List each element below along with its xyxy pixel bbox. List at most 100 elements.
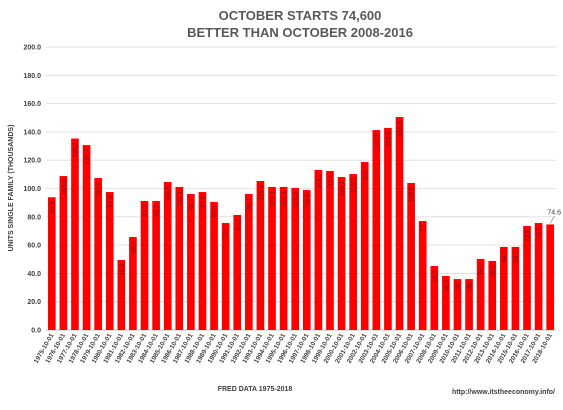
bar [511, 246, 520, 330]
bar [430, 266, 439, 330]
bar [245, 194, 253, 330]
data-label: 74.6 [547, 209, 561, 216]
y-tick-label: 40.0 [27, 271, 41, 278]
bar [59, 176, 68, 330]
data-label: 98.9 [305, 193, 311, 205]
y-tick-label: 20.0 [27, 299, 41, 306]
bar [534, 223, 543, 330]
y-tick-label: 100.0 [23, 186, 41, 193]
y-axis-label: UNITS SINGLE FAMILY (THOUSANDS) [8, 125, 15, 252]
bar [302, 190, 311, 330]
bar [465, 279, 473, 330]
data-label: 101.1 [178, 190, 184, 206]
data-label: 58.7 [514, 250, 520, 262]
data-label: 107.4 [97, 181, 103, 197]
chart-title: OCTOBER STARTS 74,600 [219, 8, 382, 23]
data-label: 100.4 [294, 191, 300, 207]
data-label: 93.8 [50, 201, 56, 213]
data-label: 97.5 [108, 195, 114, 207]
bar [140, 200, 149, 330]
bar [453, 279, 462, 330]
data-label: 118.7 [363, 165, 369, 180]
bar [152, 200, 160, 330]
data-label: 101.1 [282, 190, 288, 206]
data-label: 113.1 [317, 173, 323, 188]
data-label: 108.8 [62, 179, 68, 195]
bar [476, 258, 485, 330]
bar [337, 177, 346, 330]
data-label: 75.6 [537, 226, 543, 238]
data-label: 90.5 [213, 205, 219, 217]
bar [279, 186, 288, 330]
data-label: 97.5 [201, 195, 207, 207]
bar [71, 138, 79, 330]
y-tick-label: 80.0 [27, 214, 41, 221]
data-label: 91.2 [155, 204, 161, 216]
bar [488, 260, 497, 330]
bar [384, 127, 392, 330]
data-label: 96.1 [189, 197, 195, 209]
data-label: 135.3 [73, 142, 79, 158]
y-tick-label: 60.0 [27, 243, 41, 250]
url-note: http://www.itstheeconomy.info/ [452, 389, 555, 396]
y-tick-label: 180.0 [23, 73, 41, 80]
leader-line [549, 216, 555, 224]
data-label: 75.6 [224, 226, 230, 238]
data-label: 104.6 [166, 185, 172, 201]
bar [187, 194, 195, 330]
bar [129, 237, 137, 330]
bar [442, 275, 450, 330]
bar [210, 201, 218, 330]
data-label: 77 [421, 224, 427, 231]
y-tick-label: 120.0 [23, 158, 41, 165]
data-label: 49.5 [120, 263, 126, 275]
bar [349, 174, 357, 330]
chart-subtitle: BETTER THAN OCTOBER 2008-2016 [187, 25, 413, 40]
data-label: 101.1 [271, 190, 277, 206]
data-label: 112.4 [328, 174, 334, 189]
bar [163, 181, 172, 330]
data-label: 105.3 [259, 184, 265, 200]
bar [360, 162, 369, 330]
bar [117, 259, 126, 330]
bar [291, 187, 300, 330]
bar [175, 186, 184, 330]
data-label: 108.1 [340, 180, 346, 196]
bar [326, 170, 334, 330]
data-label: 36 [468, 282, 474, 289]
data-label: 73.5 [526, 229, 532, 241]
bar [395, 117, 404, 330]
bar [105, 192, 114, 330]
y-tick-label: 200.0 [23, 45, 41, 52]
bar [546, 224, 555, 330]
bar [500, 246, 508, 330]
bar [407, 182, 415, 330]
bar [94, 178, 102, 330]
data-label: 150.5 [398, 120, 404, 136]
data-label: 142.8 [386, 131, 392, 147]
data-label: 50.2 [479, 262, 485, 274]
bar [372, 130, 381, 330]
data-label: 65.7 [131, 240, 137, 252]
y-tick-label: 0.0 [31, 328, 41, 335]
data-label: 38.2 [444, 279, 450, 291]
bar [268, 186, 276, 330]
bar [47, 197, 56, 330]
data-label: 81.3 [236, 218, 242, 230]
bar [523, 225, 531, 330]
data-label: 110.2 [352, 177, 358, 192]
bar [314, 169, 323, 330]
data-label: 141.3 [375, 133, 381, 149]
y-tick-label: 140.0 [23, 129, 41, 136]
bar [418, 221, 427, 330]
data-label: 48.8 [491, 264, 497, 276]
bar [256, 181, 265, 330]
bar [82, 145, 91, 330]
data-label: 36 [456, 282, 462, 289]
bar [221, 223, 230, 330]
data-label: 130.7 [85, 148, 91, 164]
bar [198, 192, 207, 330]
data-label: 91.2 [143, 204, 149, 216]
bar [233, 214, 242, 330]
